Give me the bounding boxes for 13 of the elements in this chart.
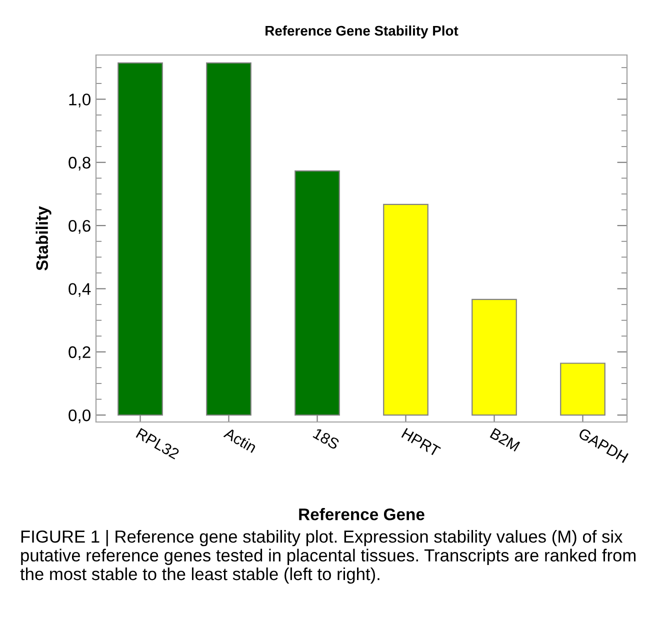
x-axis-title: Reference Gene	[299, 508, 424, 520]
chart-title: Reference Gene Stability Plot	[266, 25, 458, 38]
x-tick-label: B2M	[490, 428, 520, 452]
y-tick-label: 1,0	[69, 94, 90, 108]
x-tick-label: 18S	[312, 428, 340, 450]
x-tick-label: Actin	[223, 426, 258, 454]
y-tick-label: 0,0	[68, 409, 90, 424]
y-tick-label: 0,2	[68, 346, 90, 360]
caption: FIGURE 1 | Reference gene stability plot. Expression stability values (M) of six putative reference genes tested in placental tissues. Transcripts are ranked from the most stable to the least stable (left to right).	[20, 530, 636, 584]
y-tick-label: 0,4	[68, 283, 91, 297]
y-axis-title: Stability	[36, 206, 52, 270]
y-tick-label: 0,8	[68, 156, 90, 171]
y-tick-label: 0,6	[68, 220, 90, 234]
